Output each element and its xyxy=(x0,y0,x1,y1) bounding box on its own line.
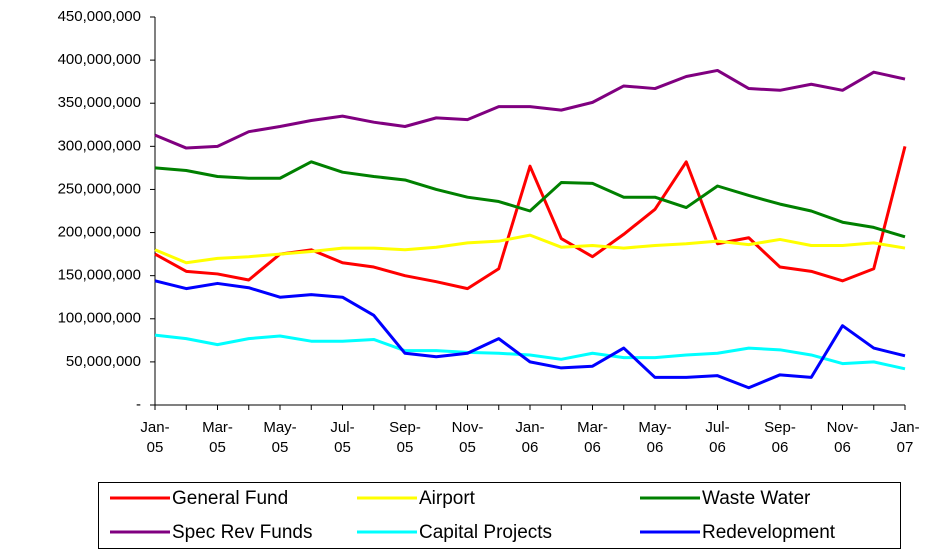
y-tick-label: 350,000,000 xyxy=(58,94,141,111)
x-tick-label: Sep-06 xyxy=(764,419,796,456)
series-line xyxy=(154,333,906,371)
series-line xyxy=(154,279,906,390)
series-line xyxy=(154,160,906,239)
legend-label: Spec Rev Funds xyxy=(172,522,312,543)
y-tick-label: - xyxy=(136,396,141,413)
legend-label: Airport xyxy=(419,488,476,509)
x-tick-label: Jan-07 xyxy=(890,419,920,456)
legend-box xyxy=(98,482,901,549)
x-tick-label: Jan-05 xyxy=(140,419,170,456)
x-tick-label: Nov-05 xyxy=(451,419,484,456)
y-tick-label: 300,000,000 xyxy=(58,137,141,154)
legend-label: Waste Water xyxy=(702,488,811,509)
series-line xyxy=(154,233,906,265)
legend-label: Redevelopment xyxy=(702,522,836,543)
x-tick-label: Jul-06 xyxy=(705,419,730,456)
x-tick-label: Sep-05 xyxy=(389,419,421,456)
x-tick-label: May-05 xyxy=(263,419,297,456)
legend-label: General Fund xyxy=(172,488,288,509)
y-tick-label: 50,000,000 xyxy=(66,353,141,370)
x-tick-label: Jan-06 xyxy=(515,419,545,456)
y-tick-label: 200,000,000 xyxy=(58,224,141,241)
y-tick-label: 100,000,000 xyxy=(58,310,141,327)
x-tick-label: May-06 xyxy=(638,419,672,456)
y-tick-label: 250,000,000 xyxy=(58,180,141,197)
series-line xyxy=(154,68,906,150)
series-line xyxy=(154,145,907,291)
x-tick-label: Jul-05 xyxy=(330,419,355,456)
x-tick-label: Nov-06 xyxy=(826,419,859,456)
y-tick-label: 150,000,000 xyxy=(58,267,141,284)
x-tick-label: Mar-05 xyxy=(202,419,233,456)
y-tick-label: 400,000,000 xyxy=(58,51,141,68)
legend-label: Capital Projects xyxy=(419,522,552,543)
x-tick-label: Mar-06 xyxy=(577,419,608,456)
y-tick-label: 450,000,000 xyxy=(58,8,141,25)
